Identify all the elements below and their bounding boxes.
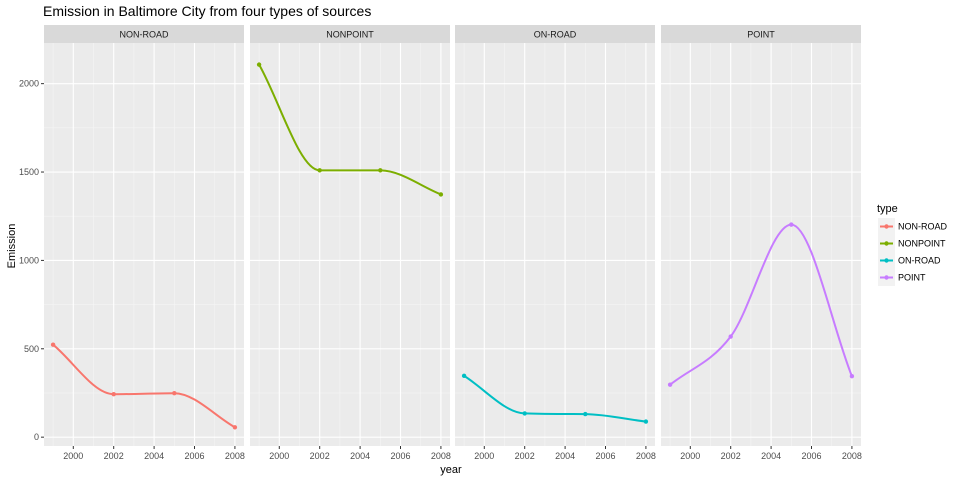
y-tick-label: 2000 xyxy=(19,79,39,89)
data-point xyxy=(232,425,238,430)
facet-strip xyxy=(661,25,861,43)
x-tick-label: 2006 xyxy=(184,451,204,461)
x-tick-label: 2000 xyxy=(63,451,83,461)
facet-strip-label: ON-ROAD xyxy=(534,30,577,40)
legend-item-non-road: NON-ROAD xyxy=(878,218,947,235)
y-axis-title: Emission xyxy=(6,224,18,269)
legend-item-on-road: ON-ROAD xyxy=(878,252,941,269)
legend: type NON-ROAD NONPOINT ON-ROAD POINT xyxy=(877,203,947,286)
legend-item-nonpoint: NONPOINT xyxy=(878,235,946,252)
y-tick-label: 0 xyxy=(34,432,39,442)
data-point xyxy=(849,373,855,379)
x-tick-label: 2000 xyxy=(680,451,700,461)
chart-title: Emission in Baltimore City from four typ… xyxy=(43,3,371,19)
data-point xyxy=(111,392,116,397)
data-point xyxy=(317,168,322,173)
data-point xyxy=(667,382,673,387)
x-tick-label: 2008 xyxy=(225,451,245,461)
series-line-non-road xyxy=(52,343,236,429)
facet-strip-label: NON-ROAD xyxy=(120,30,169,40)
legend-item-point: POINT xyxy=(878,269,926,286)
data-point xyxy=(643,419,649,424)
legend-key-point xyxy=(884,241,889,246)
y-tick-label: 500 xyxy=(24,344,39,354)
legend-items: NON-ROAD NONPOINT ON-ROAD POINT xyxy=(878,218,947,286)
x-tick-label: 2002 xyxy=(310,451,330,461)
legend-label: ON-ROAD xyxy=(898,256,941,266)
panel-background xyxy=(455,43,655,446)
x-tick-label: 2004 xyxy=(555,451,575,461)
x-tick-label: 2008 xyxy=(431,451,451,461)
facet-strip xyxy=(250,25,450,43)
x-tick-label: 2002 xyxy=(104,451,124,461)
series-line-on-road xyxy=(463,375,647,423)
x-axis-ticks: 2000 2002 2004 2006 2008 2000 2002 2004 2006 2008… xyxy=(63,446,862,461)
legend-label: NON-ROAD xyxy=(898,222,947,232)
series-line-nonpoint xyxy=(258,64,442,196)
x-tick-label: 2004 xyxy=(761,451,781,461)
data-point xyxy=(728,334,733,339)
x-tick-label: 2008 xyxy=(636,451,656,461)
facet-strip xyxy=(44,25,244,43)
facet-panel-non-road: NON-ROAD xyxy=(44,25,244,446)
legend-key-point xyxy=(884,224,889,229)
x-tick-label: 2004 xyxy=(144,451,164,461)
panel-background xyxy=(250,43,450,446)
data-point xyxy=(461,373,467,379)
facet-strip-label: NONPOINT xyxy=(326,30,374,40)
data-point xyxy=(583,411,588,417)
legend-title: type xyxy=(877,203,898,215)
data-point xyxy=(789,222,794,227)
data-point xyxy=(50,342,56,347)
x-tick-label: 2000 xyxy=(474,451,494,461)
x-tick-label: 2002 xyxy=(721,451,741,461)
legend-label: NONPOINT xyxy=(898,239,946,249)
legend-label: POINT xyxy=(898,273,926,283)
legend-key-point xyxy=(884,275,889,280)
x-tick-label: 2006 xyxy=(595,451,615,461)
x-tick-label: 2004 xyxy=(350,451,370,461)
y-tick-label: 1500 xyxy=(19,167,39,177)
facet-strip xyxy=(455,25,655,43)
data-point xyxy=(522,411,527,416)
panel-background xyxy=(661,43,861,446)
facet-panel-point: POINT xyxy=(661,25,861,446)
y-axis-ticks: 0 500 1000 1500 2000 xyxy=(19,79,44,442)
legend-key-point xyxy=(884,258,889,263)
x-tick-label: 2002 xyxy=(515,451,535,461)
data-point xyxy=(378,168,383,173)
x-tick-label: 2000 xyxy=(269,451,289,461)
facet-panel-nonpoint: NONPOINT xyxy=(250,25,450,446)
x-axis-title: year xyxy=(440,464,462,476)
data-point xyxy=(256,62,262,67)
x-tick-label: 2006 xyxy=(801,451,821,461)
data-point xyxy=(172,390,177,396)
y-tick-label: 1000 xyxy=(19,255,39,265)
series-line-point xyxy=(669,223,853,386)
facet-panel-on-road: ON-ROAD xyxy=(455,25,655,446)
facet-strip-label: POINT xyxy=(747,30,775,40)
x-tick-label: 2006 xyxy=(390,451,410,461)
facet-panels: NON-ROAD NONPOINT ON-ROAD POINT xyxy=(44,25,861,446)
x-tick-label: 2008 xyxy=(842,451,862,461)
data-point xyxy=(438,192,444,197)
panel-background xyxy=(44,43,244,446)
